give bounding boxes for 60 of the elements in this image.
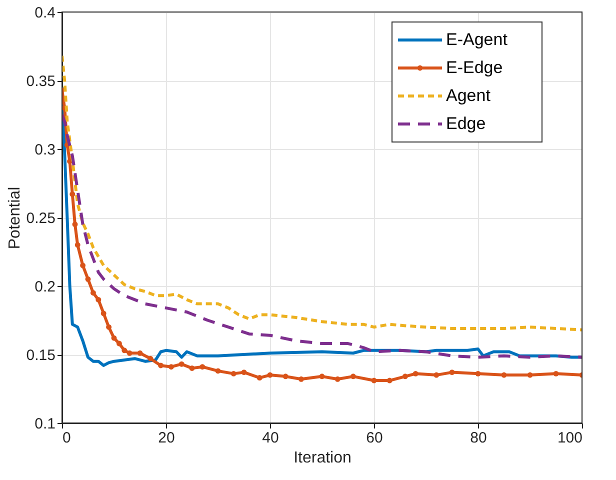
point [148, 356, 154, 362]
x-tick-label: 20 [158, 430, 175, 446]
point [122, 348, 128, 354]
point [96, 296, 102, 302]
point [106, 324, 112, 330]
point [412, 370, 418, 376]
point [267, 372, 273, 378]
x-axis-title: Iteration [294, 450, 352, 466]
point [158, 362, 164, 368]
x-tick-label: 0 [62, 430, 71, 446]
point [90, 290, 96, 296]
point [215, 368, 221, 374]
point [350, 374, 356, 380]
point [298, 376, 304, 382]
legend-label: E-Agent [446, 30, 508, 49]
y-tick-label: 0.4 [34, 4, 56, 22]
point [434, 372, 440, 378]
point [70, 191, 76, 197]
legend-label: Agent [446, 86, 491, 105]
point [74, 242, 80, 248]
point [553, 370, 559, 376]
x-tick-label: 60 [366, 430, 383, 446]
y-tick-label: 0.35 [26, 73, 56, 90]
point [230, 370, 236, 376]
y-tick-label: 0.1 [34, 416, 56, 432]
point [200, 364, 206, 370]
y-tick-label: 0.25 [26, 210, 56, 227]
point [241, 370, 247, 376]
point [111, 335, 117, 341]
y-tick-label: 0.15 [26, 347, 56, 364]
point [319, 374, 325, 380]
point [168, 364, 174, 370]
point [72, 222, 78, 228]
point [80, 262, 86, 268]
legend-label: Edge [446, 114, 486, 133]
point [256, 375, 262, 381]
legend-label: E-Edge [446, 58, 503, 77]
point [475, 370, 481, 376]
point [116, 340, 122, 346]
point [85, 276, 91, 282]
point [137, 350, 143, 356]
point [371, 378, 377, 384]
point [126, 350, 132, 356]
point [386, 378, 392, 384]
y-tick-label: 0.2 [34, 278, 56, 296]
line-series [62, 54, 582, 332]
point [189, 365, 195, 371]
x-tick-label: 80 [470, 430, 487, 446]
point [449, 370, 455, 376]
x-tick-label: 40 [262, 430, 279, 446]
point [178, 361, 184, 367]
point [334, 376, 340, 382]
y-tick-label: 0.3 [34, 142, 56, 158]
x-tick-label: 100 [557, 430, 582, 446]
point [501, 372, 507, 378]
point [100, 310, 106, 316]
point [402, 374, 408, 380]
point [282, 374, 288, 380]
y-axis-title: Potential [6, 186, 24, 250]
point [527, 372, 533, 378]
